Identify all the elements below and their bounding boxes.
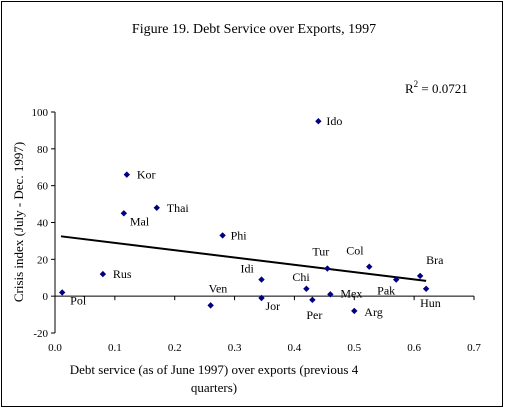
- data-points: Ido Kor Thai Mal Phi Rus Pol Ven Idi Jor Chi Per Tur…: [58, 114, 444, 322]
- point-label-tur: Tur: [312, 245, 329, 259]
- y-tick-label: 0: [43, 291, 49, 303]
- point-label-ido: Ido: [326, 114, 342, 128]
- y-tick-label: 40: [37, 218, 49, 230]
- x-tick-label: 0.4: [288, 342, 302, 354]
- data-point-rus: [99, 270, 107, 278]
- data-point-hun: [422, 285, 430, 292]
- data-point-pak: [392, 276, 400, 283]
- point-label-mal: Mal: [130, 214, 150, 228]
- r-squared-exponent: 2: [414, 79, 419, 89]
- x-axis-ticks: 0.0 0.1 0.2 0.3 0.4 0.5 0.6 0.7: [48, 296, 481, 354]
- scatter-chart: Figure 19. Debt Service over Exports, 19…: [11, 22, 481, 395]
- data-point-arg: [351, 307, 358, 315]
- data-point-per: [309, 296, 316, 304]
- point-label-ven: Ven: [209, 281, 228, 295]
- data-point-jor: [258, 294, 265, 302]
- point-label-thai: Thai: [167, 201, 190, 215]
- point-label-pol: Pol: [70, 293, 87, 307]
- point-label-phi: Phi: [231, 228, 248, 242]
- x-tick-label: 0.7: [467, 342, 481, 354]
- x-axis-title-line1: Debt service (as of June 1997) over expo…: [70, 362, 359, 377]
- data-point-ido: [315, 118, 322, 125]
- x-tick-label: 0.3: [228, 342, 242, 354]
- point-label-chi: Chi: [292, 270, 310, 284]
- trendline: [60, 235, 427, 282]
- y-tick-label: 80: [37, 144, 49, 156]
- y-axis-title: Crisis index (July - Dec. 1997): [11, 142, 26, 302]
- y-tick-label: 60: [37, 181, 49, 193]
- point-label-col: Col: [346, 244, 364, 258]
- data-point-tur: [324, 265, 331, 272]
- data-point-pol: [58, 289, 66, 296]
- point-label-pak: Pak: [377, 284, 395, 298]
- x-tick-label: 0.5: [347, 342, 361, 354]
- point-label-bra: Bra: [426, 253, 444, 267]
- r-squared-value: = 0.0721: [418, 81, 468, 96]
- y-tick-label: 20: [37, 254, 49, 266]
- data-point-col: [366, 263, 373, 270]
- point-label-hun: Hun: [420, 296, 441, 310]
- chart-title: Figure 19. Debt Service over Exports, 19…: [132, 22, 376, 37]
- chart-frame: Figure 19. Debt Service over Exports, 19…: [1, 1, 503, 407]
- data-point-phi: [219, 232, 226, 239]
- x-tick-label: 0.1: [108, 342, 122, 354]
- data-point-idi: [258, 276, 265, 283]
- y-tick-label: -20: [33, 328, 48, 340]
- point-label-per: Per: [306, 308, 322, 322]
- point-label-idi: Idi: [241, 262, 255, 276]
- data-point-bra: [416, 272, 424, 280]
- data-point-mal: [120, 210, 128, 217]
- data-point-kor: [123, 171, 131, 178]
- point-label-kor: Kor: [137, 168, 156, 182]
- point-label-jor: Jor: [266, 299, 281, 313]
- x-tick-label: 0.0: [48, 342, 62, 354]
- data-point-thai: [153, 204, 160, 211]
- x-axis-title-line2: quarters): [191, 380, 237, 395]
- point-label-mex: Mex: [340, 286, 362, 300]
- r-squared-symbol: R: [405, 81, 414, 96]
- y-axis-ticks: -20 0 20 40 60 80 100: [32, 107, 55, 340]
- data-point-ven: [207, 302, 214, 309]
- point-label-arg: Arg: [364, 305, 382, 319]
- point-label-rus: Rus: [113, 267, 132, 281]
- data-point-chi: [303, 285, 310, 292]
- r-squared-label: R2 = 0.0721: [405, 79, 468, 96]
- x-tick-label: 0.2: [168, 342, 182, 354]
- y-tick-label: 100: [32, 107, 49, 119]
- data-point-mex: [327, 291, 334, 298]
- x-tick-label: 0.6: [407, 342, 421, 354]
